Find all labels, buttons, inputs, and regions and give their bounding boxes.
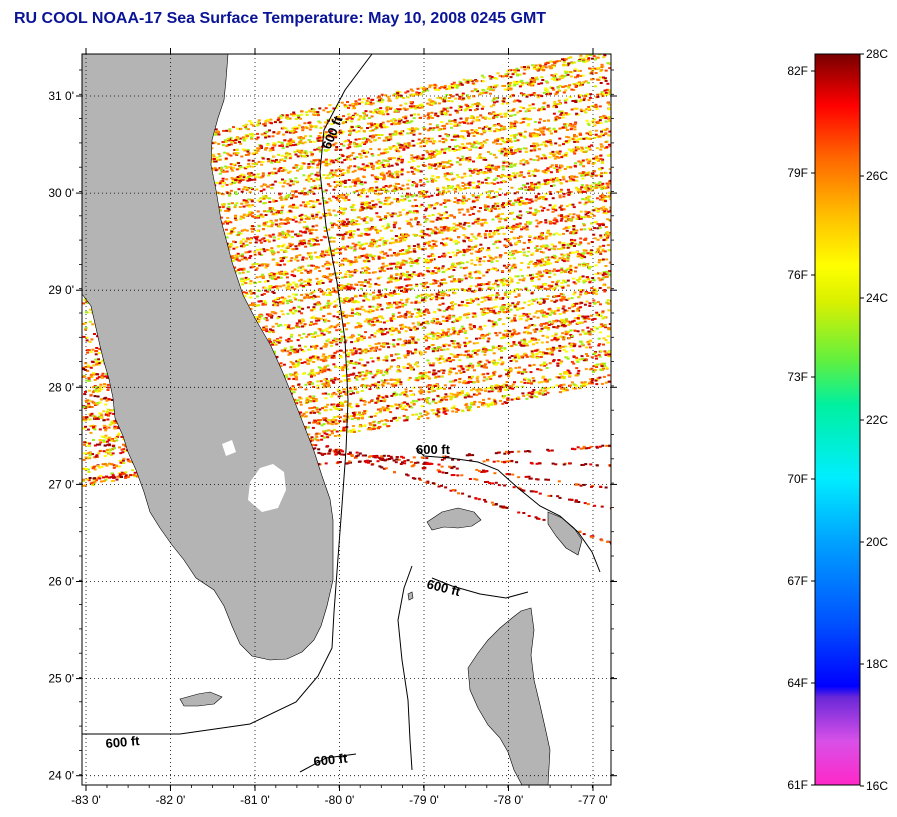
lon-tick-label: -79 0' xyxy=(409,793,439,807)
colorbar-c-label: 16C xyxy=(866,779,888,793)
colorbar-f-label: 67F xyxy=(787,574,808,588)
lat-tick-label: 30 0' xyxy=(48,186,74,200)
colorbar-f-label: 82F xyxy=(787,64,808,78)
contour-label-south: 600 ft xyxy=(313,750,349,769)
lat-tick-label: 29 0' xyxy=(48,283,74,297)
latitude-axis: 31 0' 30 0' 29 0' 28 0' 27 0' 26 0' 25 0' 24 0' xyxy=(48,69,617,783)
isobath-great-bahama-bank xyxy=(397,565,413,771)
lat-tick-label: 26 0' xyxy=(48,575,74,589)
longitude-axis: -83 0' -82 0' -81 0' -80 0' -79 0' -78 0' -77 … xyxy=(71,48,608,807)
isobath-layer xyxy=(82,54,601,773)
page-title: RU COOL NOAA-17 Sea Surface Temperature:… xyxy=(14,10,547,27)
lon-tick-label: -80 0' xyxy=(325,793,355,807)
colorbar-f-label: 73F xyxy=(787,370,808,384)
colorbar-fahrenheit-scale: 82F 79F 76F 73F 70F 67F 64F 61F xyxy=(787,64,815,792)
contour-label-bahama-bank: 600 ft xyxy=(416,442,451,457)
lat-tick-label: 24 0' xyxy=(48,769,74,783)
colorbar-c-label: 18C xyxy=(866,657,888,671)
colorbar-c-label: 20C xyxy=(866,535,888,549)
map-frame xyxy=(81,53,612,786)
grand-bahama-island-land xyxy=(426,507,482,531)
isobath-little-bahama-bank xyxy=(415,447,601,573)
colorbar-f-label: 79F xyxy=(787,166,808,180)
colorbar-gradient xyxy=(814,53,861,786)
graticule-grid xyxy=(82,54,611,785)
colorbar-f-label: 76F xyxy=(787,268,808,282)
isobath-florida-shelf xyxy=(82,54,373,735)
colorbar-f-label: 70F xyxy=(787,472,808,486)
isobath-lower-keys xyxy=(299,753,357,773)
contour-label-southwest: 600 ft xyxy=(105,733,141,751)
lake-okeechobee xyxy=(248,464,286,512)
lat-tick-label: 28 0' xyxy=(48,380,74,394)
lon-tick-label: -77 0' xyxy=(578,793,608,807)
big-pine-key-land xyxy=(179,691,223,707)
colorbar-f-label: 64F xyxy=(787,676,808,690)
colorbar-c-label: 28C xyxy=(866,47,888,61)
lon-tick-label: -83 0' xyxy=(71,793,101,807)
colorbar-c-label: 22C xyxy=(866,413,888,427)
colorbar-c-label: 26C xyxy=(866,169,888,183)
isobath-north-andros xyxy=(431,577,529,599)
colorbar-celsius-scale: 28C 26C 24C 22C 20C 18C 16C xyxy=(860,47,888,793)
lat-tick-label: 31 0' xyxy=(48,89,74,103)
colorbar-c-label: 24C xyxy=(866,291,888,305)
colorbar: 82F 79F 76F 73F 70F 67F 64F 61F 28C 26C 24C 22C 20C… xyxy=(787,47,888,793)
lon-tick-label: -81 0' xyxy=(240,793,270,807)
lon-tick-label: -82 0' xyxy=(156,793,186,807)
lon-tick-label: -78 0' xyxy=(494,793,524,807)
lat-tick-label: 27 0' xyxy=(48,477,74,491)
bimini-island-land xyxy=(407,591,414,601)
inland-lake xyxy=(222,440,236,456)
colorbar-f-label: 61F xyxy=(787,778,808,792)
andros-island-land xyxy=(467,607,551,785)
lat-tick-label: 25 0' xyxy=(48,672,74,686)
